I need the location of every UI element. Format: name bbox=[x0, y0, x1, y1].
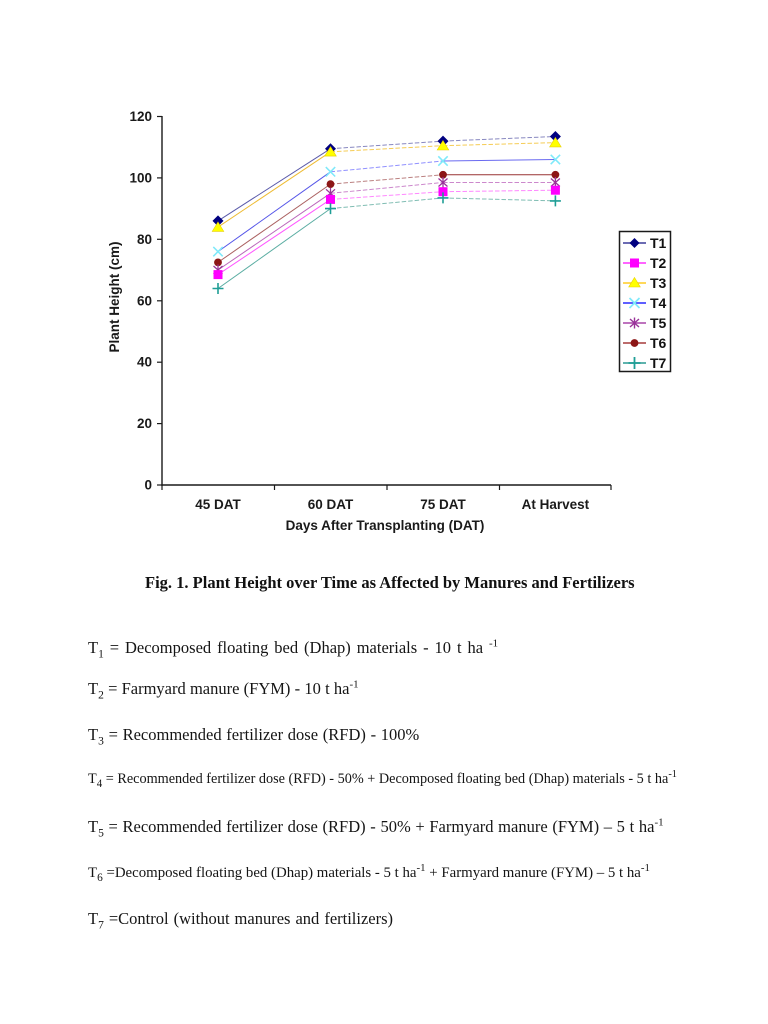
svg-text:60: 60 bbox=[137, 293, 152, 308]
svg-text:T2: T2 bbox=[650, 255, 667, 271]
svg-text:At Harvest: At Harvest bbox=[522, 497, 590, 512]
svg-text:100: 100 bbox=[129, 170, 152, 185]
svg-text:45 DAT: 45 DAT bbox=[195, 497, 241, 512]
svg-text:T3: T3 bbox=[650, 275, 667, 291]
svg-text:75 DAT: 75 DAT bbox=[420, 497, 466, 512]
svg-text:Plant Height (cm): Plant Height (cm) bbox=[107, 241, 122, 352]
svg-text:T1: T1 bbox=[650, 235, 667, 251]
svg-text:120: 120 bbox=[129, 109, 152, 124]
svg-text:20: 20 bbox=[137, 416, 152, 431]
svg-text:Days After Transplanting (DAT): Days After Transplanting (DAT) bbox=[286, 518, 485, 533]
svg-text:40: 40 bbox=[137, 355, 152, 370]
svg-text:T5: T5 bbox=[650, 315, 667, 331]
svg-text:0: 0 bbox=[144, 478, 152, 493]
svg-text:80: 80 bbox=[137, 232, 152, 247]
svg-text:T6: T6 bbox=[650, 335, 667, 351]
svg-text:60 DAT: 60 DAT bbox=[308, 497, 354, 512]
svg-text:T7: T7 bbox=[650, 355, 667, 371]
svg-text:T4: T4 bbox=[650, 295, 667, 311]
